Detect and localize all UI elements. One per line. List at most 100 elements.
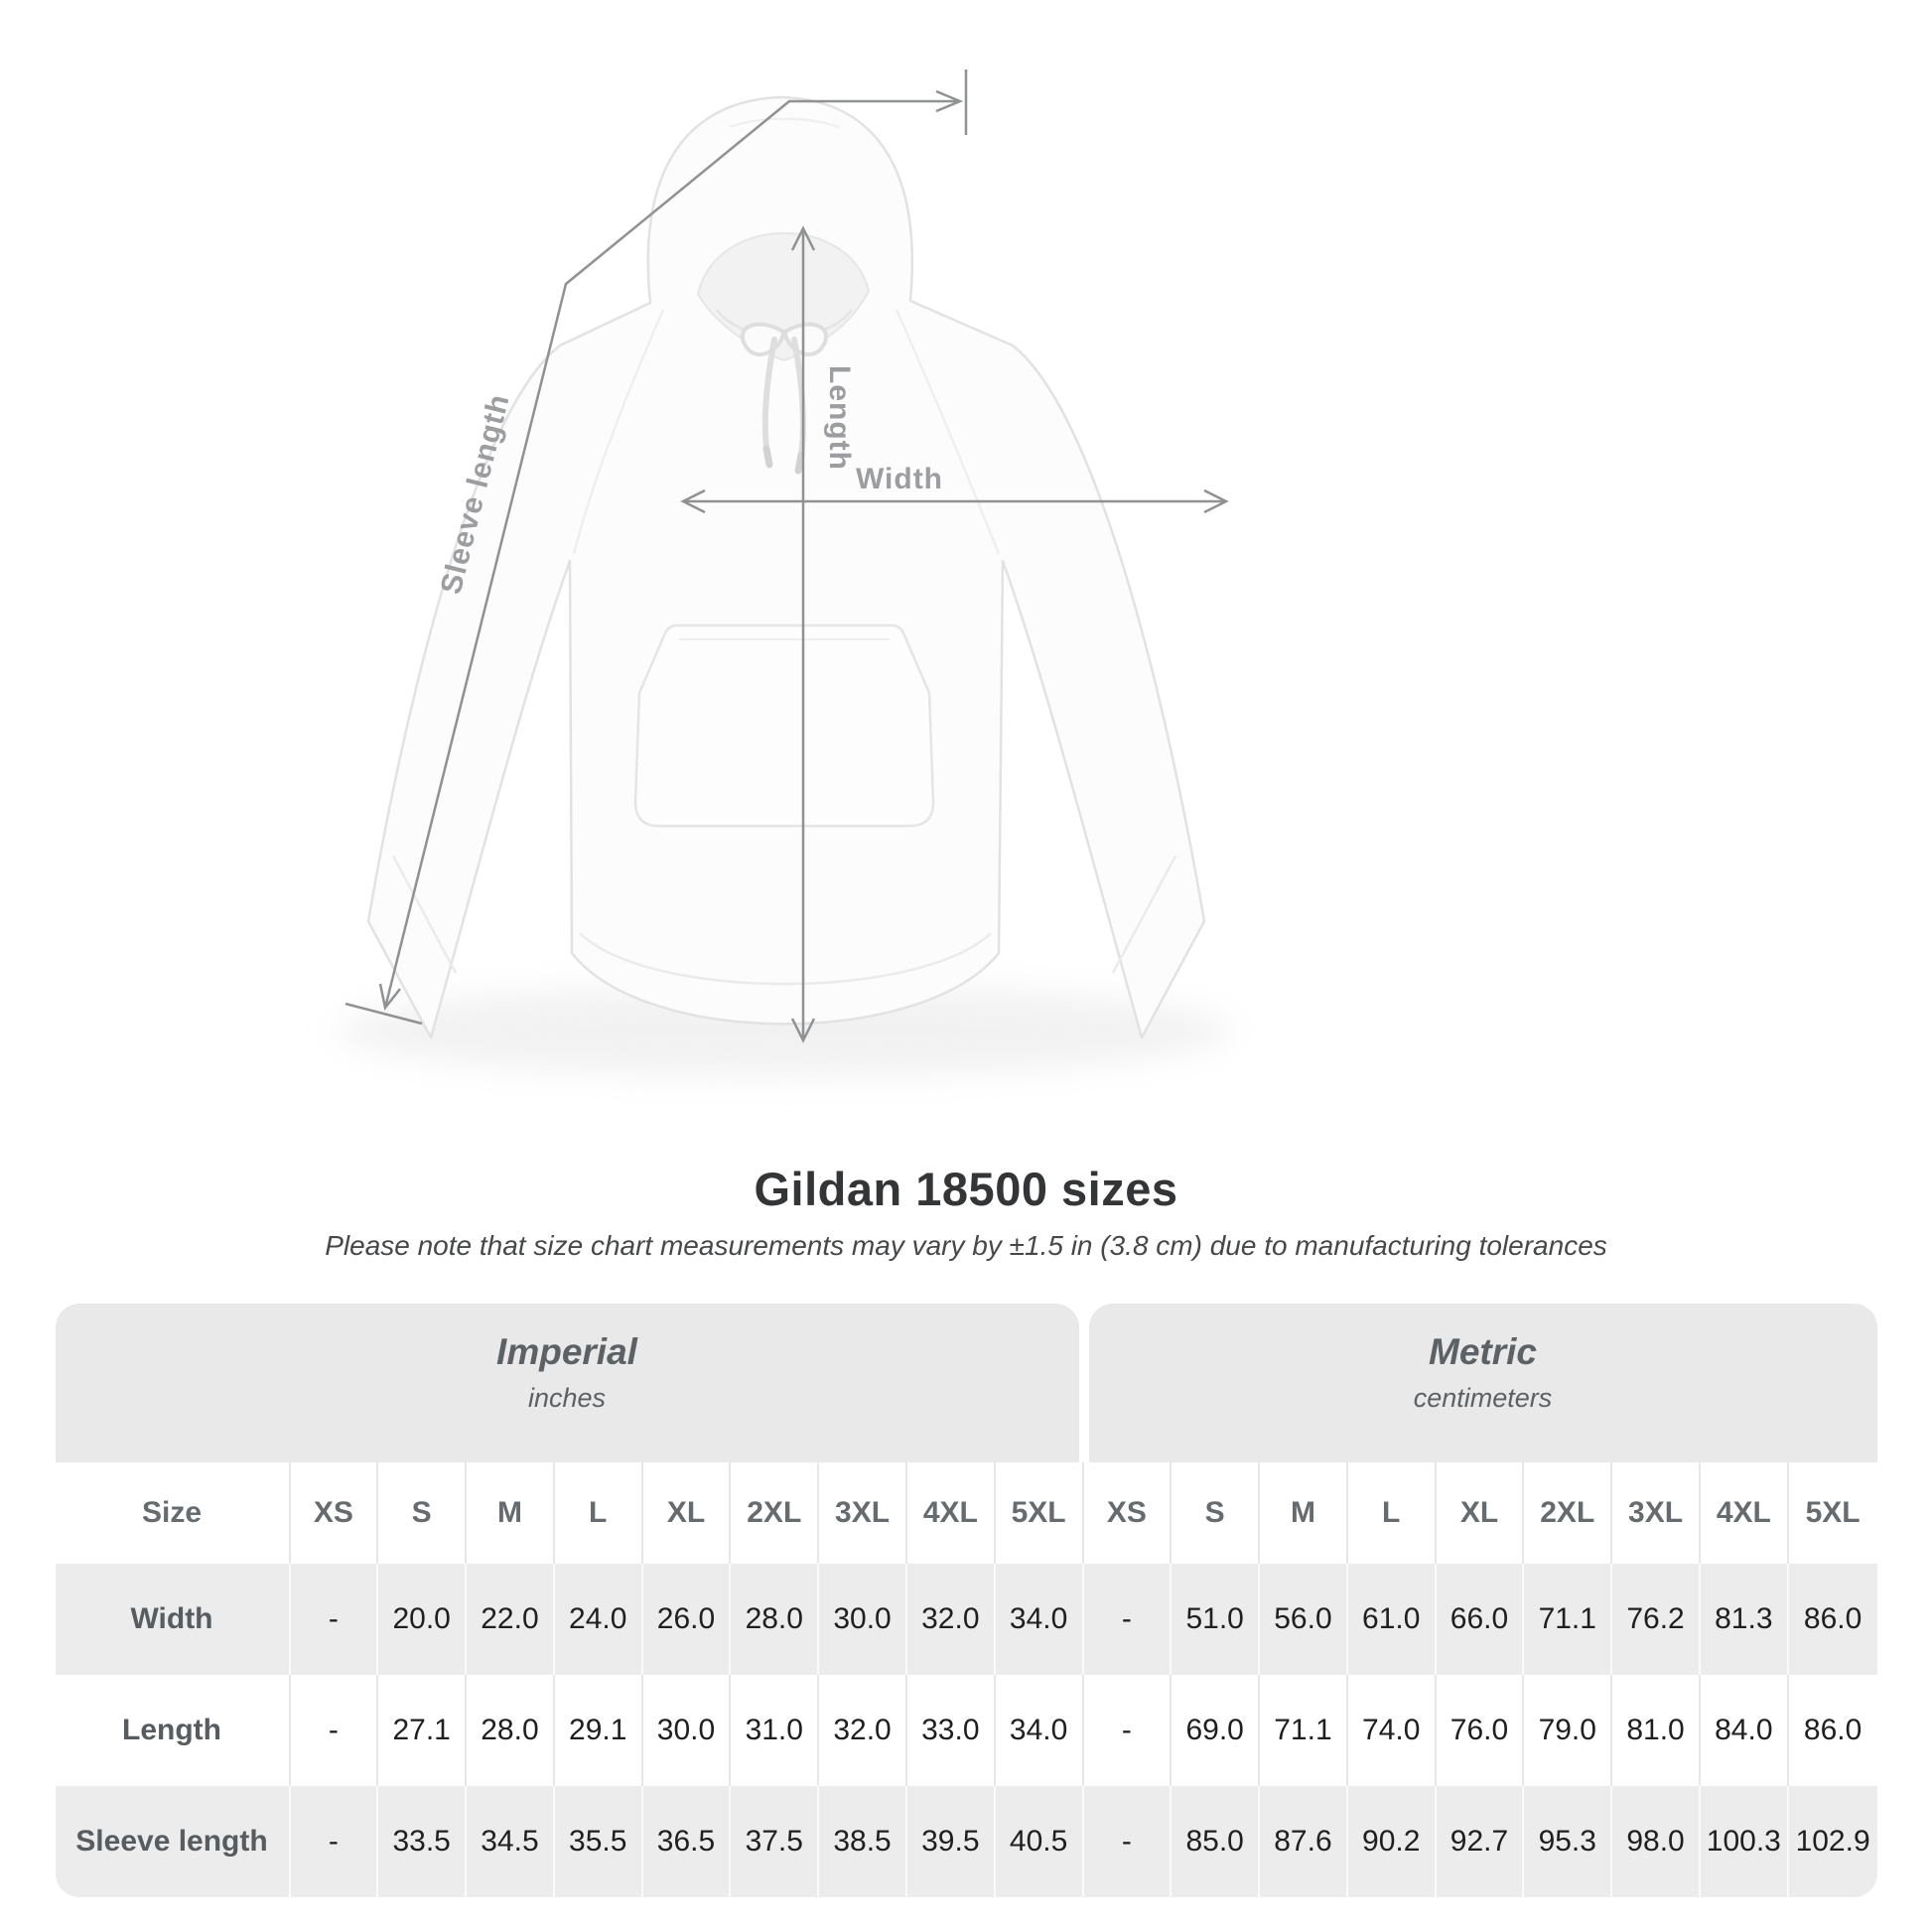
table-cell: - [290, 1564, 379, 1675]
table-cell: 85.0 [1172, 1786, 1261, 1897]
table-cell: 34.0 [995, 1564, 1084, 1675]
row-label: Length [55, 1675, 291, 1786]
imperial-band: Imperial inches [55, 1304, 1079, 1462]
size-header-cell: S [1172, 1462, 1261, 1564]
table-cell: - [290, 1786, 379, 1897]
table-cell: 30.0 [819, 1564, 907, 1675]
hoodie-shadow [338, 985, 1231, 1076]
table-cell: 34.0 [995, 1675, 1084, 1786]
table-cell: 95.3 [1524, 1786, 1613, 1897]
table-cell: 38.5 [819, 1786, 907, 1897]
size-header-cell: XL [1436, 1462, 1525, 1564]
imperial-band-title: Imperial [496, 1330, 637, 1372]
table-cell: 71.1 [1260, 1675, 1348, 1786]
metric-band-unit: centimeters [1413, 1382, 1553, 1413]
size-header-cell: XL [642, 1462, 732, 1564]
size-header-cell: 2XL [731, 1462, 820, 1564]
table-cell: 76.2 [1612, 1564, 1701, 1675]
table-cell: 29.1 [554, 1675, 643, 1786]
size-column-header: Size [55, 1462, 291, 1564]
table-cell: 56.0 [1260, 1564, 1348, 1675]
table-cell: 28.0 [731, 1564, 820, 1675]
table-cell: 36.5 [642, 1786, 732, 1897]
table-cell: 79.0 [1524, 1675, 1613, 1786]
size-chart-table: Imperial inches Metric centimeters Size … [55, 1304, 1877, 1897]
table-cell: 76.0 [1436, 1675, 1525, 1786]
table-cell: 92.7 [1436, 1786, 1525, 1897]
table-cell: 98.0 [1612, 1786, 1701, 1897]
table-cell: 86.0 [1788, 1564, 1877, 1675]
table-cell: 69.0 [1172, 1675, 1261, 1786]
table-row-sleeve-length: Sleeve length - 33.5 34.5 35.5 36.5 37.5… [55, 1786, 1877, 1897]
unit-band-row: Imperial inches Metric centimeters [55, 1304, 1877, 1462]
hoodie-illustration: Length Width Sleeve length [338, 69, 1231, 1076]
table-cell: 86.0 [1788, 1675, 1877, 1786]
size-header-cell: 5XL [1788, 1462, 1877, 1564]
table-row-length: Length - 27.1 28.0 29.1 30.0 31.0 32.0 3… [55, 1675, 1877, 1786]
tolerance-note: Please note that size chart measurements… [325, 1230, 1607, 1261]
table-cell: 81.0 [1612, 1675, 1701, 1786]
table-cell: 20.0 [378, 1564, 468, 1675]
table-cell: 71.1 [1524, 1564, 1613, 1675]
table-cell: 90.2 [1347, 1786, 1437, 1897]
table-cell: 22.0 [467, 1564, 555, 1675]
size-header-cell: L [554, 1462, 643, 1564]
size-header-cell: 4XL [1700, 1462, 1789, 1564]
size-header-cell: 3XL [819, 1462, 907, 1564]
table-cell: 84.0 [1700, 1675, 1789, 1786]
table-cell: 40.5 [995, 1786, 1084, 1897]
table-cell: 66.0 [1436, 1564, 1525, 1675]
width-measure-label: Width [856, 463, 943, 495]
table-cell: 51.0 [1172, 1564, 1261, 1675]
row-label: Sleeve length [55, 1786, 291, 1897]
table-cell: 27.1 [378, 1675, 468, 1786]
size-header-cell: M [467, 1462, 555, 1564]
table-cell: 61.0 [1347, 1564, 1437, 1675]
width-arrow [680, 488, 1229, 514]
table-cell: 30.0 [642, 1675, 732, 1786]
table-cell: 102.9 [1788, 1786, 1877, 1897]
table-cell: 28.0 [467, 1675, 555, 1786]
table-row-width: Width - 20.0 22.0 24.0 26.0 28.0 30.0 32… [55, 1564, 1877, 1675]
table-cell: 32.0 [906, 1564, 996, 1675]
table-cell: 81.3 [1700, 1564, 1789, 1675]
table-cell: 33.0 [906, 1675, 996, 1786]
table-cell: - [1083, 1786, 1173, 1897]
table-cell: 39.5 [906, 1786, 996, 1897]
table-cell: 24.0 [554, 1564, 643, 1675]
size-header-cell: S [378, 1462, 468, 1564]
length-arrow [790, 225, 816, 1043]
table-cell: 31.0 [731, 1675, 820, 1786]
table-cell: 74.0 [1347, 1675, 1437, 1786]
size-header-cell: XS [1083, 1462, 1173, 1564]
metric-band-title: Metric [1429, 1330, 1537, 1372]
table-cell: 37.5 [731, 1786, 820, 1897]
size-header-cell: 3XL [1612, 1462, 1701, 1564]
table-cell: 32.0 [819, 1675, 907, 1786]
length-measure-label: Length [823, 365, 856, 471]
table-cell: 35.5 [554, 1786, 643, 1897]
table-cell: 26.0 [642, 1564, 732, 1675]
size-header-cell: 5XL [995, 1462, 1084, 1564]
table-cell: 33.5 [378, 1786, 468, 1897]
sleeve-length-arrow [345, 69, 968, 1026]
kangaroo-pocket [633, 623, 935, 828]
table-cell: - [290, 1675, 379, 1786]
table-cell: - [1083, 1675, 1173, 1786]
hoodie-photo [366, 95, 1206, 1039]
table-cell: - [1083, 1564, 1173, 1675]
size-header-cell: 4XL [906, 1462, 996, 1564]
size-header-cell: 2XL [1524, 1462, 1613, 1564]
size-header-cell: L [1347, 1462, 1437, 1564]
product-measurement-figure: Length Width Sleeve length [338, 69, 1231, 1076]
table-cell: 34.5 [467, 1786, 555, 1897]
table-cell: 100.3 [1700, 1786, 1789, 1897]
size-header-row: Size XS S M L XL 2XL 3XL 4XL 5XL XS S M … [55, 1462, 1877, 1564]
size-header-cell: M [1260, 1462, 1348, 1564]
imperial-band-unit: inches [527, 1382, 607, 1413]
metric-band: Metric centimeters [1088, 1304, 1877, 1462]
page-title: Gildan 18500 sizes [754, 1163, 1178, 1215]
size-header-cell: XS [290, 1462, 379, 1564]
row-label: Width [55, 1564, 291, 1675]
table-cell: 87.6 [1260, 1786, 1348, 1897]
